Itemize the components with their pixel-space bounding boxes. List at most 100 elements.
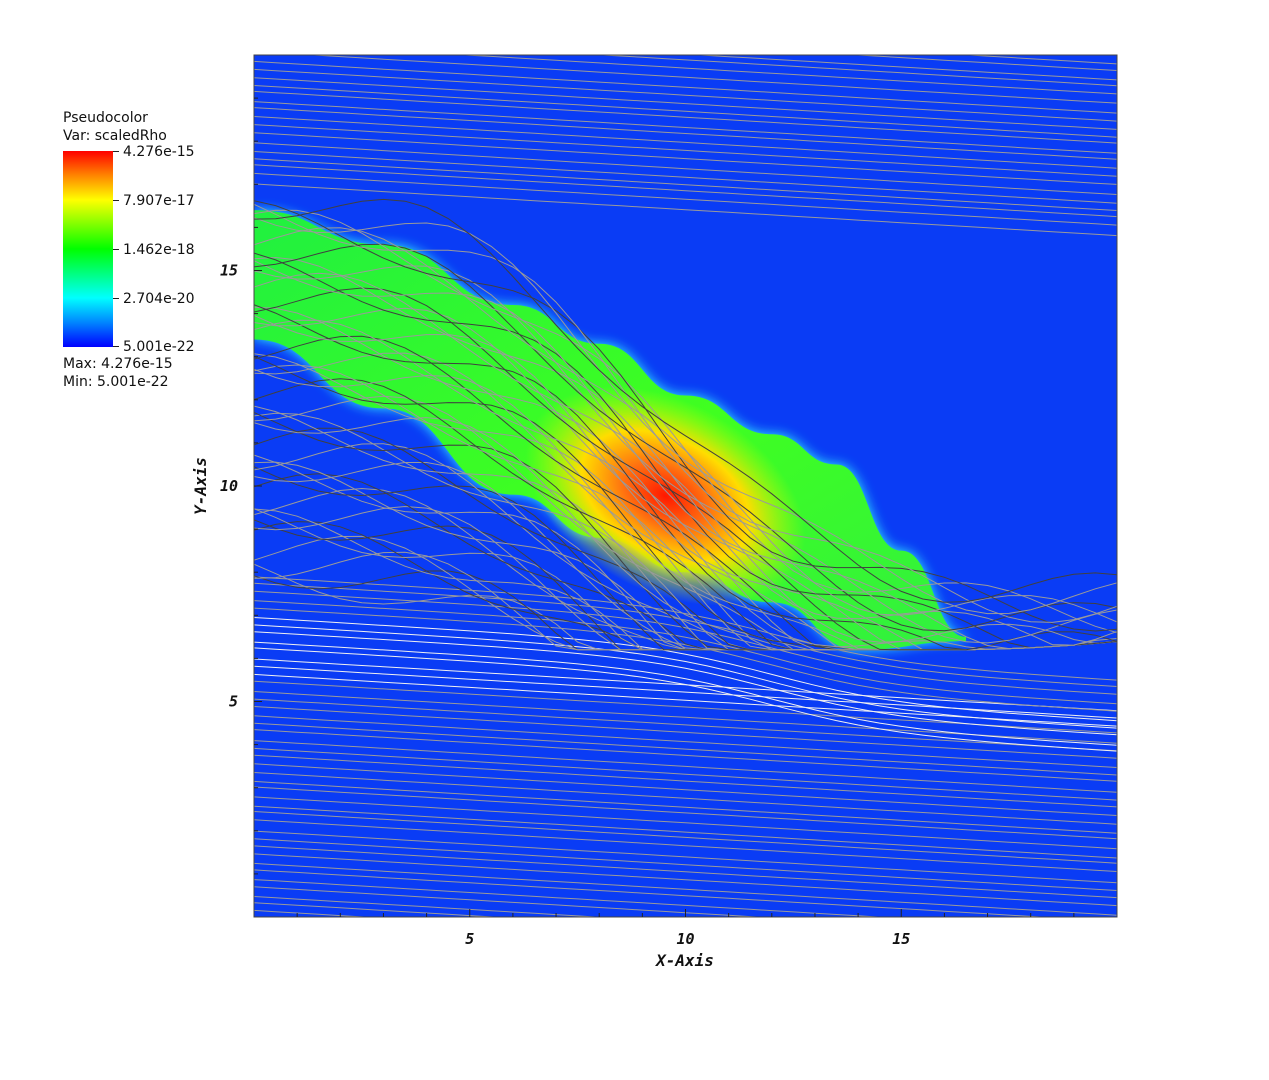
streamline: [254, 90, 1117, 144]
colorbar-legend: Pseudocolor Var: scaledRho 4.276e-15 7.9…: [63, 108, 243, 398]
streamline: [254, 869, 1049, 917]
streamline: [254, 77, 1117, 130]
streamline: [254, 862, 1117, 916]
streamline: [254, 0, 1117, 22]
streamline: [254, 107, 1117, 160]
x-tick-label: 5: [465, 930, 474, 948]
streamline: [254, 183, 1117, 237]
streamline: [254, 978, 1117, 1030]
streamline: [254, 986, 1117, 1038]
streamline: [254, 600, 1117, 705]
legend-plot-type: Pseudocolor: [63, 110, 148, 126]
colorbar-tick: [113, 346, 119, 347]
streamline: [254, 715, 1117, 768]
streamline: [254, 624, 1117, 729]
colorbar-tick: [113, 151, 119, 152]
streamline: [254, 198, 1117, 603]
streamline: [254, 132, 1117, 185]
streamline: [254, 124, 1117, 177]
streamline: [254, 747, 1117, 801]
streamline: [254, 607, 1117, 712]
streamline: [254, 641, 1117, 746]
streamline: [254, 164, 1117, 218]
streamline: [254, 665, 1117, 719]
streamlines: [254, 0, 1117, 1054]
streamline: [254, 0, 1117, 39]
streamline: [254, 969, 1117, 1021]
colorbar-label-max: 4.276e-15: [123, 144, 195, 160]
streamline: [254, 838, 1117, 891]
streamline: [254, 287, 1117, 651]
colorbar-label: 7.907e-17: [123, 193, 195, 209]
streamline: [254, 853, 1117, 907]
colorbar-tick: [113, 298, 119, 299]
streamline: [254, 763, 1117, 816]
x-tick-label: 10: [676, 930, 694, 948]
y-axis-title: Y-Axis: [191, 457, 210, 515]
streamline: [254, 698, 1117, 752]
streamline: [254, 0, 1117, 30]
streamline: [254, 101, 1117, 154]
y-tick-label: 10: [220, 477, 238, 495]
streamline: [254, 0, 1117, 14]
streamline: [254, 796, 1117, 850]
colorbar-label: 1.462e-18: [123, 242, 195, 258]
streamline: [254, 203, 1117, 623]
y-tick-label: 5: [229, 693, 238, 711]
streamline: [254, 590, 1117, 695]
streamline: [458, 55, 1117, 95]
streamline: [254, 306, 1117, 650]
streamline: [254, 729, 1117, 782]
density-band: [254, 210, 966, 650]
streamline: [254, 993, 1117, 1045]
streamline: [305, 55, 1117, 104]
x-axis-title: X-Axis: [654, 951, 714, 970]
colorbar-tick: [113, 249, 119, 250]
streamline: [254, 0, 1117, 4]
streamline: [254, 0, 1117, 46]
streamline: [254, 722, 1117, 776]
axes: 5 10 15 5 10 15: [220, 97, 1075, 948]
streamline: [254, 172, 1117, 226]
streamline: [254, 217, 1117, 615]
streamline: [254, 60, 1117, 114]
y-tick-label: 15: [220, 262, 238, 280]
streamline: [254, 209, 1117, 634]
streamline: [254, 754, 1117, 808]
streamline: [254, 811, 1117, 864]
streamline: [254, 85, 1117, 138]
colorbar-label-min: 5.001e-22: [123, 339, 195, 355]
streamline: [254, 845, 1117, 899]
colorbar-tick: [113, 200, 119, 201]
streamline: [254, 740, 1117, 793]
streamline: [254, 142, 1117, 195]
colorbar-gradient: [63, 151, 113, 347]
streamline: [595, 55, 1117, 87]
x-tick-label: 15: [892, 930, 910, 948]
streamline: [254, 830, 1117, 884]
streamline: [692, 55, 1117, 81]
streamline: [1110, 55, 1117, 56]
streamline: [254, 631, 1117, 736]
streamline: [254, 252, 1117, 649]
streamline: [254, 151, 1117, 204]
streamline: [254, 879, 887, 917]
streamline: [254, 772, 1117, 825]
streamline: [254, 902, 502, 917]
streamline: [254, 780, 1117, 834]
streamline: [254, 158, 1117, 211]
streamline: [254, 647, 1117, 752]
streamline: [254, 819, 1117, 872]
streamline: [254, 576, 1117, 681]
legend-variable: Var: scaledRho: [63, 128, 167, 144]
colorbar-label: 2.704e-20: [123, 291, 195, 307]
streamline: [254, 116, 1117, 169]
streamline: [254, 1002, 1117, 1054]
streamline: [254, 706, 1117, 759]
streamline: [254, 786, 1117, 840]
legend-max: Max: 4.276e-15: [63, 356, 173, 372]
streamline: [849, 55, 1117, 71]
streamline: [254, 256, 1117, 646]
streamline: [254, 272, 1117, 644]
